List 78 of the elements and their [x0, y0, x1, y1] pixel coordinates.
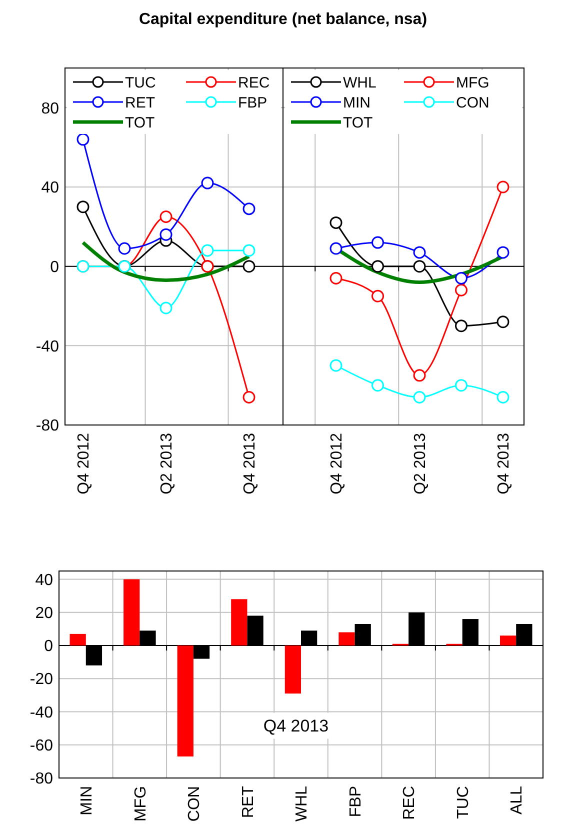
point [496, 180, 510, 194]
point [372, 260, 384, 273]
y-tick-label: 20 [35, 605, 54, 622]
point [455, 272, 468, 284]
x-tick-label: Q4 2013 [496, 432, 513, 494]
point [455, 284, 468, 296]
x-tick-label: FBP [347, 786, 364, 818]
legend-label: FBP [238, 94, 268, 112]
point [372, 236, 384, 249]
x-tick-label: TUC [454, 786, 472, 819]
point [201, 176, 214, 190]
legend-label: TOT [343, 114, 373, 132]
y-tick-label: 0 [44, 638, 54, 656]
point [330, 272, 342, 284]
point [413, 246, 426, 259]
legend-label: MIN [343, 94, 370, 112]
legend-label: REC [238, 74, 270, 92]
point [496, 316, 510, 328]
x-tick-label: Q4 2012 [76, 432, 93, 494]
point [330, 359, 342, 372]
x-tick-label: CON [186, 786, 204, 822]
y-tick-label: -80 [36, 418, 60, 435]
point [330, 242, 342, 255]
point [330, 216, 342, 229]
y-tick-label: 40 [35, 572, 54, 589]
chart-title: Capital expenditure (net balance, nsa) [138, 11, 428, 28]
point [242, 260, 256, 273]
x-tick-label: RET [240, 786, 257, 818]
legend-label: MFG [456, 74, 490, 92]
point [413, 390, 426, 404]
bar [338, 632, 355, 646]
annotation: Q4 2013 [263, 716, 329, 736]
y-tick-label: 0 [50, 258, 60, 276]
point [242, 244, 256, 257]
bar [500, 636, 516, 646]
y-tick-label: -20 [30, 671, 54, 688]
point [242, 202, 256, 216]
bar [231, 599, 248, 646]
x-tick-label: Q4 2012 [328, 432, 346, 494]
legend-label: TUC [125, 74, 156, 92]
x-tick-label: Q2 2013 [158, 432, 176, 494]
point [201, 244, 214, 257]
x-tick-label: MFG [132, 786, 150, 822]
point [76, 200, 90, 214]
point [372, 290, 384, 302]
point [160, 302, 172, 314]
bar [70, 634, 86, 646]
point [496, 390, 510, 404]
point [496, 246, 510, 259]
x-tick-label: WHL [294, 786, 311, 822]
point [372, 379, 384, 392]
y-tick-label: 40 [41, 180, 60, 197]
y-tick-label: -80 [30, 770, 54, 788]
legend-label: CON [456, 94, 490, 112]
point [413, 260, 426, 273]
x-tick-label: Q2 2013 [412, 432, 430, 494]
point [242, 390, 256, 404]
y-tick-label: -40 [36, 338, 60, 356]
y-tick-label: -60 [30, 737, 54, 754]
bar [124, 579, 140, 646]
bar [177, 646, 194, 756]
x-tick-label: REC [401, 786, 418, 820]
point [455, 320, 468, 332]
point [118, 242, 131, 255]
x-tick-label: ALL [508, 786, 526, 814]
y-tick-label: -40 [30, 704, 54, 722]
point [76, 133, 90, 146]
y-tick-label: 80 [41, 100, 60, 118]
point [455, 379, 468, 392]
bar [284, 646, 301, 694]
point [160, 210, 172, 223]
point [413, 369, 426, 382]
legend-label: WHL [343, 74, 376, 92]
legend-label: RET [125, 94, 155, 112]
x-tick-label: MIN [78, 786, 96, 816]
legend-label: TOT [125, 114, 155, 132]
point [160, 228, 172, 241]
x-tick-label: Q4 2013 [242, 432, 259, 494]
